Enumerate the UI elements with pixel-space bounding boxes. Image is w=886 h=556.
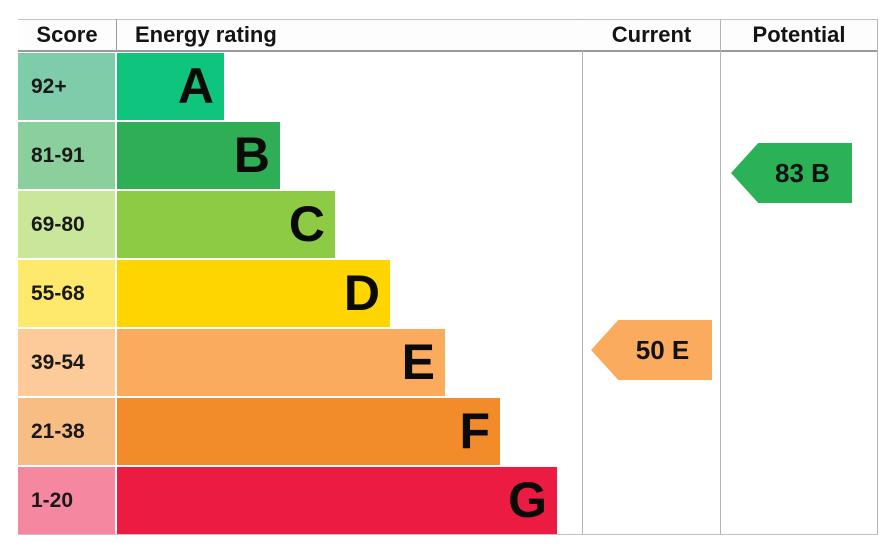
column-header-current: Current: [583, 20, 720, 50]
divider-current-potential: [720, 19, 721, 535]
band-bar-f: F: [117, 398, 500, 465]
column-header-score: Score: [18, 20, 116, 50]
divider-energy-current: [582, 19, 583, 535]
band-bar-b: B: [117, 122, 280, 189]
table-right-border: [877, 19, 878, 535]
band-bar-e: E: [117, 329, 445, 396]
potential-rating-arrow: 83 B: [731, 143, 852, 203]
divider-score-energy: [116, 19, 117, 50]
score-range-d: 55-68: [18, 260, 115, 327]
current-rating-label: 50 E: [635, 334, 690, 365]
band-bar-g: G: [117, 467, 557, 534]
score-range-a: 92+: [18, 53, 115, 120]
header-underline: [18, 50, 877, 52]
band-bar-c: C: [117, 191, 335, 258]
potential-rating-label: 83 B: [775, 157, 830, 188]
current-rating-arrow: 50 E: [591, 320, 712, 380]
band-bar-a: A: [117, 53, 224, 120]
score-range-b: 81-91: [18, 122, 115, 189]
column-header-potential: Potential: [721, 20, 877, 50]
score-range-c: 69-80: [18, 191, 115, 258]
score-range-g: 1-20: [18, 467, 115, 534]
column-header-energy-rating: Energy rating: [117, 20, 595, 50]
score-range-f: 21-38: [18, 398, 115, 465]
band-bar-d: D: [117, 260, 390, 327]
table-top-border: [18, 19, 877, 20]
score-range-e: 39-54: [18, 329, 115, 396]
table-bottom-border: [18, 534, 877, 535]
